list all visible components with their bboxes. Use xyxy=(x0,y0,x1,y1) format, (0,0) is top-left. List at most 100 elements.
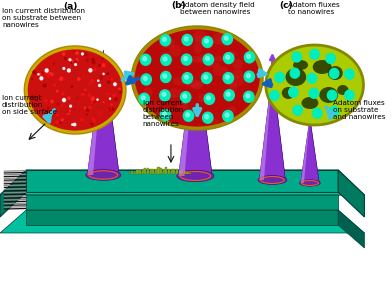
Circle shape xyxy=(47,72,48,73)
Circle shape xyxy=(108,81,110,83)
Circle shape xyxy=(140,54,151,65)
Circle shape xyxy=(182,34,192,45)
Ellipse shape xyxy=(177,170,214,182)
Polygon shape xyxy=(0,170,365,195)
Circle shape xyxy=(185,75,188,79)
Circle shape xyxy=(71,86,73,87)
Ellipse shape xyxy=(319,87,338,103)
Polygon shape xyxy=(0,210,365,233)
Ellipse shape xyxy=(197,54,209,64)
Circle shape xyxy=(312,108,322,118)
Circle shape xyxy=(109,108,111,110)
Ellipse shape xyxy=(194,43,202,54)
Ellipse shape xyxy=(167,88,182,98)
Polygon shape xyxy=(338,210,365,248)
Ellipse shape xyxy=(133,28,261,128)
Circle shape xyxy=(246,94,250,98)
Circle shape xyxy=(329,68,339,78)
Circle shape xyxy=(67,69,70,72)
Ellipse shape xyxy=(233,59,243,70)
Circle shape xyxy=(71,60,73,62)
Text: Ion current
distribution
on side surface: Ion current distribution on side surface xyxy=(2,95,57,115)
Circle shape xyxy=(184,57,187,61)
Circle shape xyxy=(51,116,52,117)
Circle shape xyxy=(183,94,187,98)
Circle shape xyxy=(161,71,171,82)
Circle shape xyxy=(247,54,250,58)
Circle shape xyxy=(289,87,298,97)
Ellipse shape xyxy=(133,75,145,81)
Circle shape xyxy=(225,36,228,40)
Circle shape xyxy=(94,68,96,70)
Circle shape xyxy=(119,88,120,89)
Polygon shape xyxy=(310,118,319,183)
Circle shape xyxy=(207,96,211,100)
Ellipse shape xyxy=(258,176,287,184)
Circle shape xyxy=(82,54,84,56)
Circle shape xyxy=(63,68,65,69)
Circle shape xyxy=(60,122,61,123)
Bar xyxy=(147,168,149,174)
Circle shape xyxy=(270,91,279,100)
Bar xyxy=(136,170,138,174)
Ellipse shape xyxy=(149,101,161,108)
Circle shape xyxy=(225,75,229,79)
Circle shape xyxy=(139,93,149,104)
Circle shape xyxy=(184,37,188,41)
Bar xyxy=(152,169,154,174)
Circle shape xyxy=(69,59,71,61)
Circle shape xyxy=(100,78,101,79)
Circle shape xyxy=(78,78,80,80)
Circle shape xyxy=(203,54,214,65)
Ellipse shape xyxy=(328,66,343,80)
Circle shape xyxy=(223,110,233,122)
Polygon shape xyxy=(338,170,365,217)
Ellipse shape xyxy=(86,169,121,180)
Circle shape xyxy=(103,102,104,103)
Circle shape xyxy=(91,80,93,83)
Circle shape xyxy=(38,76,39,77)
Circle shape xyxy=(226,55,230,59)
Circle shape xyxy=(107,73,109,75)
Bar xyxy=(134,172,136,174)
Circle shape xyxy=(51,73,53,76)
Circle shape xyxy=(162,92,166,96)
Text: Adatom density field
between nanowires: Adatom density field between nanowires xyxy=(180,2,255,15)
Ellipse shape xyxy=(177,102,188,110)
Ellipse shape xyxy=(143,87,152,98)
Circle shape xyxy=(74,51,75,52)
Circle shape xyxy=(89,94,91,96)
Ellipse shape xyxy=(229,82,237,92)
Ellipse shape xyxy=(217,36,231,46)
Ellipse shape xyxy=(187,81,203,87)
Polygon shape xyxy=(87,50,103,175)
Circle shape xyxy=(91,98,94,100)
Circle shape xyxy=(223,73,234,84)
Circle shape xyxy=(120,92,121,93)
Polygon shape xyxy=(178,44,212,176)
Circle shape xyxy=(89,69,92,72)
Circle shape xyxy=(36,100,37,101)
Bar xyxy=(178,170,181,174)
Circle shape xyxy=(222,34,232,45)
Polygon shape xyxy=(301,118,319,183)
Circle shape xyxy=(76,58,78,61)
Polygon shape xyxy=(259,72,272,180)
Circle shape xyxy=(91,124,93,125)
Text: Adatom fluxes
to nanowires: Adatom fluxes to nanowires xyxy=(289,2,340,15)
Ellipse shape xyxy=(227,51,237,57)
Ellipse shape xyxy=(159,38,175,48)
Bar xyxy=(158,167,160,174)
Text: (b): (b) xyxy=(171,1,185,10)
Ellipse shape xyxy=(189,80,204,89)
Circle shape xyxy=(226,92,230,96)
Circle shape xyxy=(76,52,78,54)
Circle shape xyxy=(110,98,111,99)
Circle shape xyxy=(74,123,76,126)
Circle shape xyxy=(98,80,99,81)
Circle shape xyxy=(41,72,43,74)
Ellipse shape xyxy=(192,83,202,89)
Circle shape xyxy=(68,97,70,99)
Circle shape xyxy=(49,72,50,74)
Polygon shape xyxy=(195,44,212,176)
